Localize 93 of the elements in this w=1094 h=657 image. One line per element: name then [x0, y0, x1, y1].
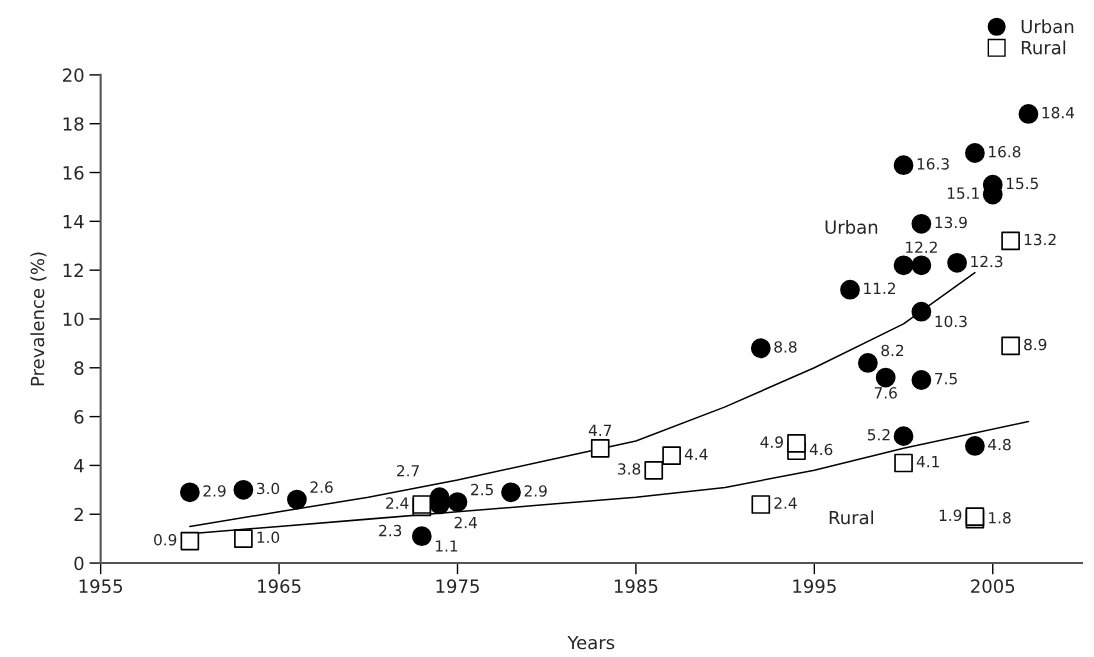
point	[1018, 104, 1039, 124]
data-label: 4.8	[988, 438, 1011, 451]
point	[840, 279, 860, 300]
point	[234, 529, 253, 548]
point	[411, 526, 432, 547]
y-tick-label: 16	[63, 165, 84, 180]
point	[287, 489, 307, 510]
x-tick-label: 1995	[793, 579, 836, 593]
data-label: 4.7	[588, 424, 612, 436]
point	[662, 446, 681, 465]
y-tick-label: 0	[74, 556, 84, 571]
x-tick-label: 1975	[436, 579, 479, 593]
y-tick-label: 18	[63, 117, 84, 131]
point	[893, 155, 914, 176]
data-label: 2.5	[471, 483, 493, 496]
point	[233, 479, 254, 500]
data-label: 2.4	[454, 516, 477, 529]
data-label: 4.4	[684, 448, 708, 460]
data-label: 1.0	[257, 531, 280, 544]
point	[911, 255, 932, 276]
data-label: 15.1	[947, 187, 979, 199]
annotation: Rural	[829, 510, 873, 525]
x-tick-label: 1955	[79, 579, 123, 593]
data-label: 7.6	[874, 387, 897, 399]
data-label: 11.2	[864, 282, 896, 294]
data-label: 2.7	[397, 465, 419, 477]
point	[1001, 231, 1020, 251]
data-label: 2.4	[774, 497, 797, 509]
data-label: 10.3	[935, 315, 967, 328]
y-tick-label: 14	[63, 215, 84, 229]
data-label: 7.5	[935, 373, 957, 385]
data-label: 12.3	[971, 255, 1003, 268]
legend-label: Rural	[1021, 40, 1066, 55]
x-tick-label: 2005	[971, 579, 1015, 593]
data-label: 2.6	[310, 481, 333, 493]
x-tick-label: 1985	[614, 579, 658, 593]
point	[911, 213, 932, 234]
y-tick-label: 12	[63, 263, 83, 278]
point	[179, 482, 200, 503]
data-label: 2.3	[379, 524, 402, 537]
data-label: 8.8	[774, 341, 797, 353]
data-label: 4.6	[809, 443, 833, 456]
point	[501, 482, 521, 503]
x-tick-label: 1965	[258, 579, 301, 593]
data-label: 2.9	[524, 485, 547, 497]
data-label: 4.1	[916, 456, 939, 468]
point	[751, 495, 771, 514]
point	[947, 252, 967, 273]
data-label: 3.8	[618, 463, 641, 475]
data-label: 13.2	[1024, 233, 1056, 246]
data-label: 15.5	[1006, 177, 1038, 190]
data-label: 1.1	[435, 540, 458, 552]
point	[894, 453, 913, 473]
point	[893, 426, 914, 447]
data-label: 2.9	[203, 485, 226, 497]
y-axis-title: Prevalence (%)	[30, 252, 47, 386]
y-tick-label: 6	[74, 410, 84, 424]
point	[965, 436, 985, 456]
y-tick-label: 20	[63, 68, 84, 83]
data-label: 8.9	[1024, 338, 1047, 351]
point	[750, 338, 771, 359]
annotation: Urban	[825, 219, 878, 234]
data-label: 3.0	[257, 482, 280, 495]
data-label: 4.9	[760, 436, 783, 448]
y-tick-label: 4	[74, 459, 84, 473]
point	[911, 301, 932, 322]
point	[893, 255, 914, 276]
legend-label: Urban	[1021, 19, 1074, 34]
point	[447, 492, 468, 512]
data-label: 0.9	[154, 533, 177, 546]
data-label: 16.3	[917, 158, 949, 170]
data-label: 16.8	[989, 145, 1021, 158]
point	[590, 438, 610, 458]
point	[857, 353, 878, 373]
y-tick-label: 8	[74, 361, 84, 375]
data-label: 12.2	[906, 241, 937, 253]
data-label: 5.2	[867, 429, 890, 441]
data-label: 1.9	[939, 509, 962, 522]
data-label: 8.2	[881, 344, 904, 357]
data-label: 18.4	[1042, 106, 1075, 119]
point	[1001, 336, 1020, 356]
data-label: 13.9	[935, 216, 967, 229]
y-tick-label: 10	[63, 312, 84, 327]
y-tick-label: 2	[74, 507, 83, 522]
point	[911, 370, 932, 390]
point	[644, 460, 664, 480]
point	[180, 531, 200, 551]
point	[965, 143, 985, 163]
point	[875, 367, 896, 388]
point	[787, 434, 806, 453]
data-label: 1.8	[989, 511, 1011, 524]
x-axis-title: Years	[567, 635, 615, 650]
data-label: 2.4	[386, 497, 409, 509]
